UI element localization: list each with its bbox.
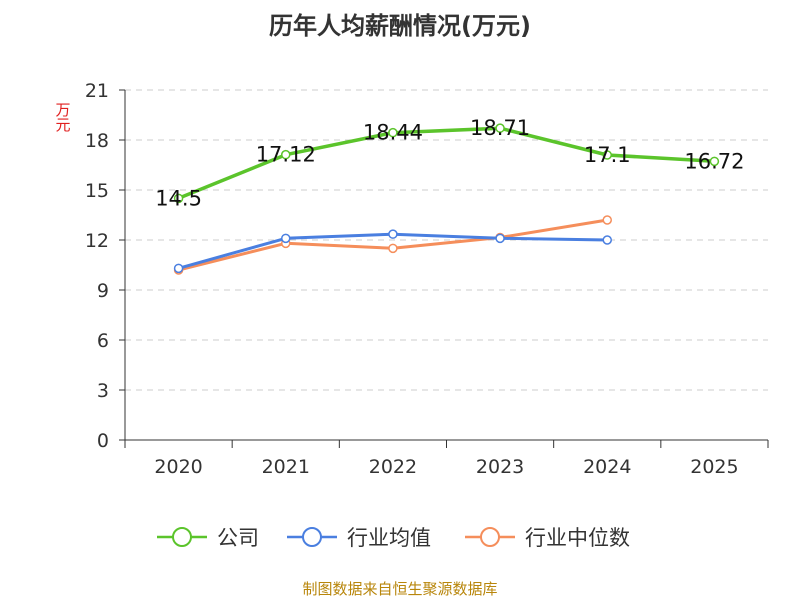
legend-label: 行业均值 bbox=[347, 526, 431, 550]
data-label: 18.71 bbox=[470, 116, 530, 140]
data-point bbox=[602, 215, 612, 225]
x-tick-label: 2021 bbox=[262, 456, 310, 478]
y-axis-label: 万元 bbox=[55, 101, 71, 134]
series: 14.5 17.12 18.44 18.71 17.1 16.72 bbox=[155, 116, 744, 275]
x-tick-label: 2024 bbox=[583, 456, 631, 478]
y-tick-label: 6 bbox=[97, 330, 109, 352]
grid bbox=[125, 89, 768, 391]
axes: 0 3 6 9 12 15 18 21 2020 2021 2022 2023 2024 2025 bbox=[85, 80, 769, 478]
y-tick-label: 9 bbox=[97, 280, 109, 302]
data-label: 18.44 bbox=[363, 121, 423, 145]
data-point bbox=[281, 149, 291, 160]
data-point bbox=[388, 243, 398, 254]
y-tick-label: 18 bbox=[85, 130, 109, 152]
data-label: 17.1 bbox=[584, 143, 631, 167]
y-tick-label: 3 bbox=[97, 380, 109, 402]
y-tick-label: 21 bbox=[85, 80, 109, 102]
y-tick-label: 0 bbox=[97, 430, 109, 452]
x-tick-label: 2022 bbox=[369, 456, 417, 478]
legend[interactable]: 公司 行业均值 行业中位数 bbox=[157, 526, 630, 550]
data-source-note: 制图数据来自恒生聚源数据库 bbox=[302, 580, 498, 598]
series-line-0 bbox=[177, 126, 715, 200]
x-tick-label: 2025 bbox=[690, 456, 738, 478]
data-point bbox=[495, 233, 505, 244]
data-label: 14.5 bbox=[155, 186, 202, 210]
data-label: 17.12 bbox=[256, 143, 316, 167]
data-point bbox=[602, 150, 612, 160]
x-tick-label: 2020 bbox=[154, 456, 202, 478]
data-point bbox=[388, 229, 398, 239]
data-point bbox=[709, 156, 720, 167]
data-point bbox=[602, 235, 612, 245]
chart-title: 历年人均薪酬情况(万元) bbox=[269, 12, 531, 40]
legend-marker bbox=[480, 527, 500, 547]
data-label: 16.72 bbox=[684, 149, 744, 173]
data-point bbox=[388, 127, 398, 138]
legend-marker bbox=[302, 527, 322, 547]
x-tick-label: 2023 bbox=[476, 456, 524, 478]
legend-label: 行业中位数 bbox=[525, 526, 630, 550]
legend-marker bbox=[172, 527, 192, 547]
y-tick-label: 12 bbox=[85, 230, 109, 252]
y-tick-label: 15 bbox=[85, 180, 109, 202]
data-point bbox=[173, 263, 184, 274]
data-point bbox=[173, 193, 184, 204]
data-point bbox=[495, 123, 505, 133]
legend-label: 公司 bbox=[217, 526, 259, 550]
data-point bbox=[281, 233, 291, 244]
